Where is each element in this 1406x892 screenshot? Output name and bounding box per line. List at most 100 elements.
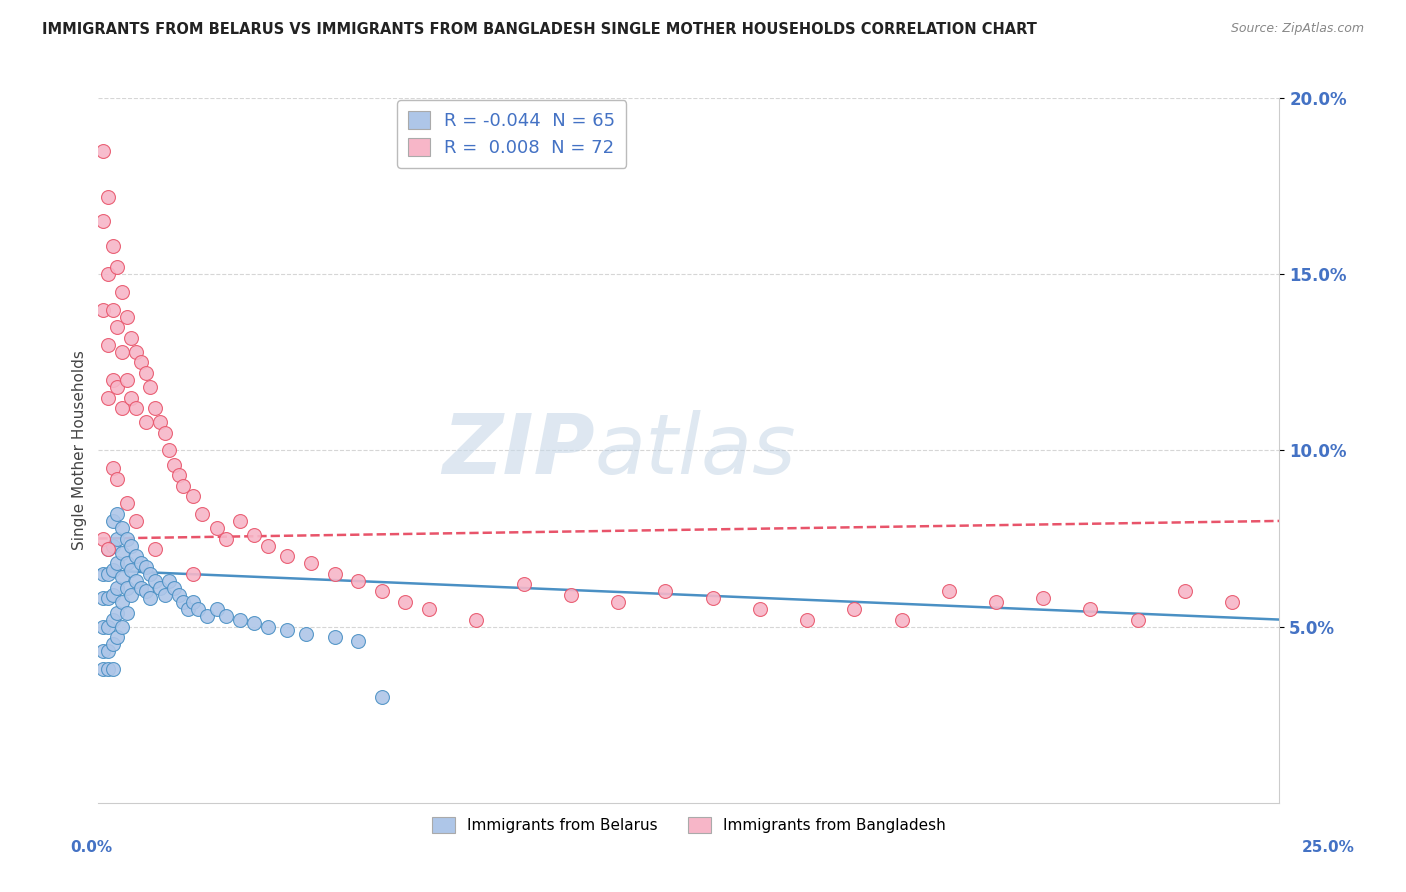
Point bbox=[257, 619, 280, 633]
Point bbox=[1174, 584, 1197, 599]
Point bbox=[121, 563, 143, 577]
Point bbox=[191, 507, 214, 521]
Point bbox=[1080, 602, 1102, 616]
Point bbox=[105, 472, 128, 486]
Point bbox=[394, 595, 416, 609]
Point bbox=[167, 468, 190, 483]
Point bbox=[91, 214, 114, 228]
Point bbox=[121, 539, 143, 553]
Point bbox=[195, 609, 218, 624]
Point bbox=[111, 521, 134, 535]
Point bbox=[125, 401, 148, 416]
Point bbox=[181, 489, 204, 503]
Point bbox=[91, 566, 114, 581]
Text: IMMIGRANTS FROM BELARUS VS IMMIGRANTS FROM BANGLADESH SINGLE MOTHER HOUSEHOLDS C: IMMIGRANTS FROM BELARUS VS IMMIGRANTS FR… bbox=[42, 22, 1038, 37]
Point bbox=[276, 549, 298, 564]
Point bbox=[215, 532, 238, 546]
Point bbox=[125, 344, 148, 359]
Point bbox=[111, 401, 134, 416]
Point bbox=[890, 613, 912, 627]
Text: Source: ZipAtlas.com: Source: ZipAtlas.com bbox=[1230, 22, 1364, 36]
Point bbox=[97, 391, 120, 405]
Point bbox=[111, 285, 134, 299]
Point bbox=[560, 588, 582, 602]
Point bbox=[125, 574, 148, 588]
Point bbox=[121, 391, 143, 405]
Point bbox=[465, 613, 488, 627]
Point bbox=[91, 644, 114, 658]
Point bbox=[748, 602, 770, 616]
Point bbox=[229, 514, 252, 528]
Point bbox=[323, 630, 346, 644]
Point bbox=[129, 355, 152, 369]
Point bbox=[215, 609, 238, 624]
Point bbox=[143, 401, 166, 416]
Point bbox=[111, 546, 134, 560]
Point bbox=[181, 595, 204, 609]
Point bbox=[295, 626, 318, 640]
Point bbox=[91, 302, 114, 317]
Point bbox=[163, 581, 186, 595]
Point bbox=[371, 584, 394, 599]
Point bbox=[177, 602, 200, 616]
Point bbox=[97, 644, 120, 658]
Point bbox=[125, 549, 148, 564]
Point bbox=[97, 619, 120, 633]
Point bbox=[157, 574, 180, 588]
Legend: Immigrants from Belarus, Immigrants from Bangladesh: Immigrants from Belarus, Immigrants from… bbox=[425, 810, 953, 841]
Point bbox=[101, 239, 124, 253]
Point bbox=[105, 630, 128, 644]
Point bbox=[101, 563, 124, 577]
Point bbox=[172, 595, 194, 609]
Point bbox=[101, 539, 124, 553]
Point bbox=[139, 566, 162, 581]
Text: ZIP: ZIP bbox=[441, 410, 595, 491]
Point bbox=[143, 542, 166, 557]
Point bbox=[105, 260, 128, 275]
Point bbox=[115, 373, 138, 387]
Point bbox=[149, 581, 172, 595]
Point bbox=[115, 496, 138, 510]
Point bbox=[91, 591, 114, 606]
Point bbox=[91, 144, 114, 158]
Point bbox=[97, 542, 120, 557]
Point bbox=[111, 595, 134, 609]
Point bbox=[111, 619, 134, 633]
Point bbox=[97, 566, 120, 581]
Point bbox=[105, 507, 128, 521]
Point bbox=[654, 584, 676, 599]
Point bbox=[153, 425, 176, 440]
Point bbox=[205, 521, 228, 535]
Point bbox=[139, 380, 162, 394]
Point bbox=[143, 574, 166, 588]
Point bbox=[157, 443, 180, 458]
Point bbox=[101, 613, 124, 627]
Point bbox=[101, 662, 124, 676]
Point bbox=[97, 542, 120, 557]
Point bbox=[243, 528, 266, 542]
Point bbox=[1126, 613, 1149, 627]
Point bbox=[607, 595, 630, 609]
Point bbox=[91, 532, 114, 546]
Point bbox=[205, 602, 228, 616]
Point bbox=[129, 556, 152, 570]
Point bbox=[153, 588, 176, 602]
Point bbox=[121, 331, 143, 345]
Point bbox=[115, 606, 138, 620]
Point bbox=[167, 588, 190, 602]
Point bbox=[111, 570, 134, 584]
Point bbox=[347, 574, 370, 588]
Text: atlas: atlas bbox=[595, 410, 796, 491]
Point bbox=[702, 591, 724, 606]
Point bbox=[135, 415, 157, 429]
Point bbox=[129, 581, 152, 595]
Point bbox=[97, 268, 120, 282]
Point bbox=[101, 588, 124, 602]
Text: 0.0%: 0.0% bbox=[70, 840, 112, 855]
Point bbox=[115, 556, 138, 570]
Y-axis label: Single Mother Households: Single Mother Households bbox=[72, 351, 87, 550]
Point bbox=[135, 559, 157, 574]
Point bbox=[844, 602, 866, 616]
Point bbox=[181, 566, 204, 581]
Point bbox=[125, 514, 148, 528]
